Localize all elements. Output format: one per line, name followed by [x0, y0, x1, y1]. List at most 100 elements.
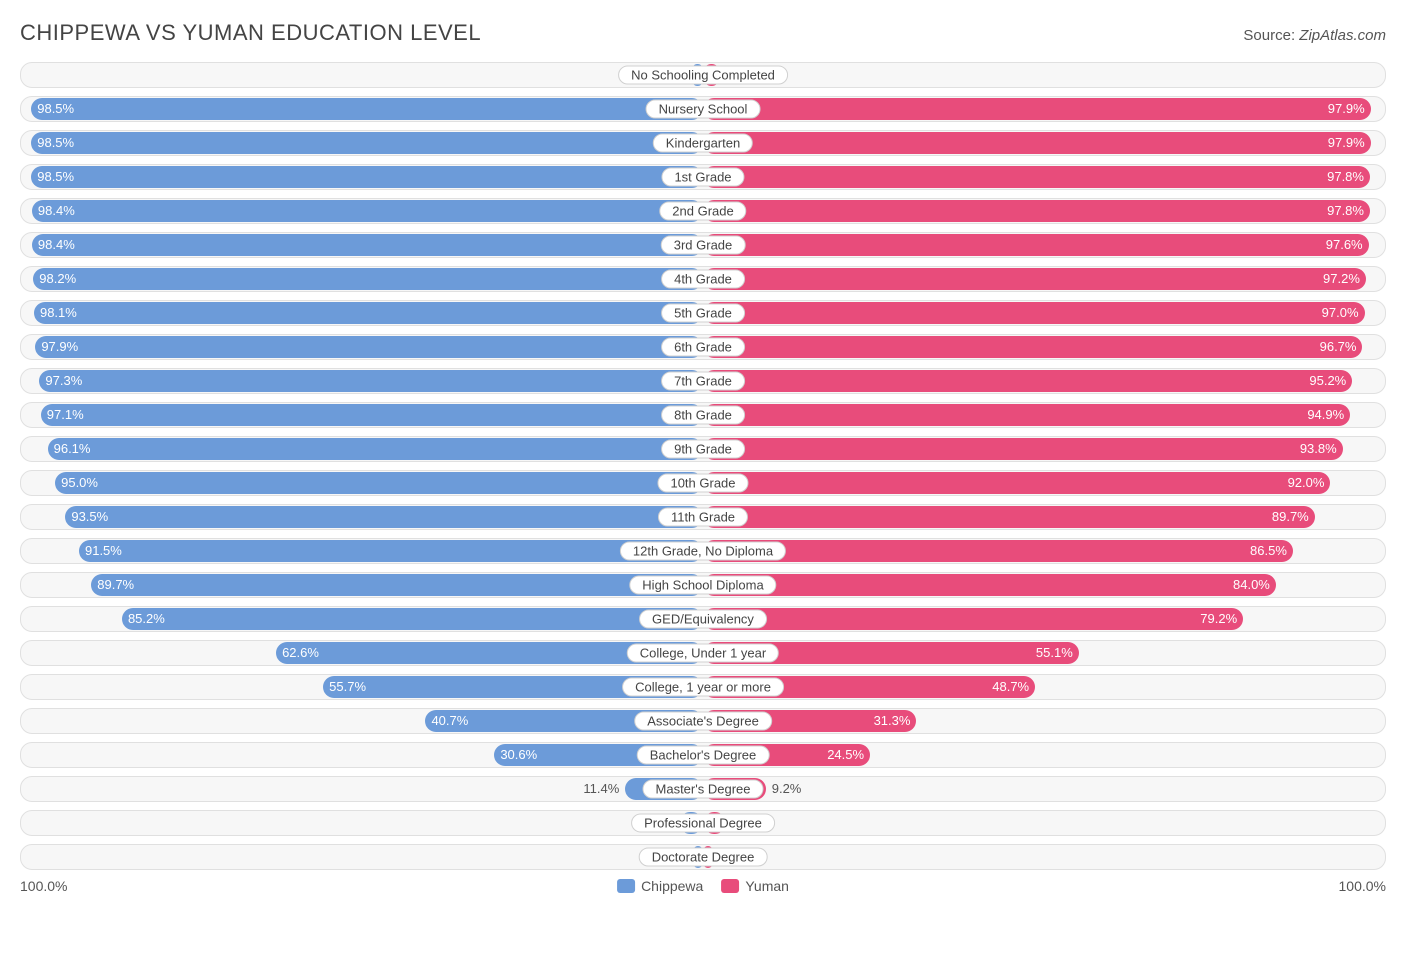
- value-left: 89.7%: [97, 573, 134, 597]
- value-right: 95.2%: [1309, 369, 1346, 393]
- chart-row: 30.6%24.5%Bachelor's Degree: [20, 742, 1386, 768]
- chart-row: 98.4%97.6%3rd Grade: [20, 232, 1386, 258]
- value-left: 98.1%: [40, 301, 77, 325]
- bar-left: [35, 336, 703, 358]
- category-label: High School Diploma: [629, 576, 776, 595]
- chart-row: 98.5%97.8%1st Grade: [20, 164, 1386, 190]
- chart-row: 1.6%2.5%No Schooling Completed: [20, 62, 1386, 88]
- category-label: 8th Grade: [661, 406, 745, 425]
- bar-right: [703, 574, 1276, 596]
- source-name: ZipAtlas.com: [1299, 27, 1386, 44]
- bar-right: [703, 268, 1366, 290]
- legend-label-chippewa: Chippewa: [641, 878, 703, 894]
- chart-source: Source: ZipAtlas.com: [1243, 27, 1386, 44]
- value-right: 92.0%: [1288, 471, 1325, 495]
- value-left: 91.5%: [85, 539, 122, 563]
- chart-row: 1.5%1.5%Doctorate Degree: [20, 844, 1386, 870]
- value-left: 98.4%: [38, 199, 75, 223]
- value-right: 97.6%: [1326, 233, 1363, 257]
- value-right: 97.8%: [1327, 199, 1364, 223]
- chart-row: 55.7%48.7%College, 1 year or more: [20, 674, 1386, 700]
- value-left: 11.4%: [583, 777, 619, 801]
- chart-header: CHIPPEWA VS YUMAN EDUCATION LEVEL Source…: [20, 20, 1386, 46]
- category-label: 4th Grade: [661, 270, 745, 289]
- value-left: 85.2%: [128, 607, 165, 631]
- chart-row: 98.5%97.9%Kindergarten: [20, 130, 1386, 156]
- category-label: Associate's Degree: [634, 712, 772, 731]
- value-left: 97.1%: [47, 403, 84, 427]
- axis-max-left: 100.0%: [20, 878, 67, 894]
- category-label: 5th Grade: [661, 304, 745, 323]
- category-label: 3rd Grade: [661, 236, 746, 255]
- bar-left: [41, 404, 703, 426]
- bar-right: [703, 540, 1293, 562]
- value-left: 98.5%: [37, 131, 74, 155]
- value-right: 93.8%: [1300, 437, 1337, 461]
- chart-row: 97.3%95.2%7th Grade: [20, 368, 1386, 394]
- category-label: Master's Degree: [643, 780, 764, 799]
- bar-left: [91, 574, 703, 596]
- value-left: 55.7%: [329, 675, 366, 699]
- value-right: 55.1%: [1036, 641, 1073, 665]
- value-right: 79.2%: [1200, 607, 1237, 631]
- value-right: 97.8%: [1327, 165, 1364, 189]
- bar-right: [703, 98, 1371, 120]
- category-label: 6th Grade: [661, 338, 745, 357]
- chart-footer: 100.0% Chippewa Yuman 100.0%: [20, 878, 1386, 900]
- value-right: 24.5%: [827, 743, 864, 767]
- chart-row: 3.5%3.3%Professional Degree: [20, 810, 1386, 836]
- chart-row: 95.0%92.0%10th Grade: [20, 470, 1386, 496]
- bar-left: [31, 98, 703, 120]
- bar-right: [703, 166, 1370, 188]
- chart-row: 97.1% 94.9% 8th Grade: [20, 402, 1386, 428]
- bar-right: [703, 608, 1243, 630]
- chart-title: CHIPPEWA VS YUMAN EDUCATION LEVEL: [20, 20, 481, 46]
- bar-left: [39, 370, 703, 392]
- legend-item-chippewa: Chippewa: [617, 878, 703, 894]
- bar-left: [55, 472, 703, 494]
- category-label: Nursery School: [646, 100, 761, 119]
- value-right: 97.0%: [1322, 301, 1359, 325]
- value-right: 89.7%: [1272, 505, 1309, 529]
- category-label: 1st Grade: [661, 168, 744, 187]
- bar-left: [33, 268, 703, 290]
- value-left: 62.6%: [282, 641, 319, 665]
- chart-row: 98.1% 97.0% 5th Grade: [20, 300, 1386, 326]
- legend-swatch-chippewa: [617, 879, 635, 893]
- value-right: 96.7%: [1320, 335, 1357, 359]
- category-label: 11th Grade: [658, 508, 748, 527]
- chart-row: 89.7% 84.0% High School Diploma: [20, 572, 1386, 598]
- category-label: 12th Grade, No Diploma: [620, 542, 786, 561]
- value-left: 97.9%: [41, 335, 78, 359]
- chart-row: 40.7%31.3%Associate's Degree: [20, 708, 1386, 734]
- diverging-bar-chart: 1.6%2.5%No Schooling Completed98.5%97.9%…: [20, 62, 1386, 870]
- value-left: 93.5%: [71, 505, 108, 529]
- value-right: 97.9%: [1328, 97, 1365, 121]
- value-right: 31.3%: [874, 709, 911, 733]
- value-left: 98.5%: [37, 97, 74, 121]
- bar-right: [703, 132, 1371, 154]
- value-right: 94.9%: [1307, 403, 1344, 427]
- value-right: 84.0%: [1233, 573, 1270, 597]
- bar-left: [32, 234, 703, 256]
- value-left: 96.1%: [54, 437, 91, 461]
- value-right: 86.5%: [1250, 539, 1287, 563]
- value-left: 95.0%: [61, 471, 98, 495]
- value-right: 97.2%: [1323, 267, 1360, 291]
- bar-right: [703, 370, 1352, 392]
- bar-left: [32, 200, 703, 222]
- bar-right: [703, 472, 1330, 494]
- bar-right: [703, 438, 1343, 460]
- bar-right: [703, 234, 1369, 256]
- value-left: 98.2%: [39, 267, 76, 291]
- legend-label-yuman: Yuman: [745, 878, 789, 894]
- value-left: 30.6%: [500, 743, 537, 767]
- chart-row: 98.5% 97.9% Nursery School: [20, 96, 1386, 122]
- value-left: 97.3%: [45, 369, 82, 393]
- bar-right: [703, 336, 1362, 358]
- chart-row: 98.4%97.8%2nd Grade: [20, 198, 1386, 224]
- bar-left: [34, 302, 703, 324]
- chart-row: 11.4%9.2%Master's Degree: [20, 776, 1386, 802]
- legend: Chippewa Yuman: [617, 878, 789, 894]
- chart-row: 98.2% 97.2% 4th Grade: [20, 266, 1386, 292]
